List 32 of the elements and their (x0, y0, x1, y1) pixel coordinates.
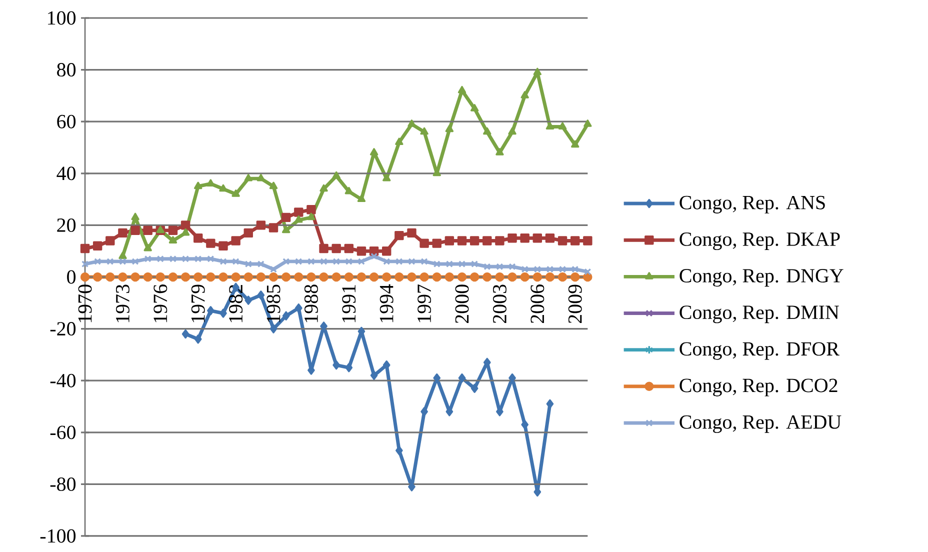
y-tick-label: -60 (50, 426, 76, 440)
legend-label: Congo, Rep. AEDU (680, 415, 842, 433)
y-tick-label: 100 (48, 11, 76, 25)
y-tick-label: 60 (57, 114, 76, 128)
x-tick-label: 1988 (304, 284, 318, 322)
x-tick-label: 2003 (492, 284, 506, 324)
x-tick-label: 2009 (568, 284, 582, 324)
legend-label: Congo, Rep. DCO2 (680, 378, 838, 396)
y-tick-label: -20 (50, 322, 76, 336)
x-tick-label: 1982 (229, 285, 243, 322)
x-tick-label: 1973 (116, 284, 130, 322)
y-tick-label: 40 (56, 166, 76, 180)
y-tick-label: -80 (50, 477, 76, 491)
x-tick-label: 1997 (418, 284, 432, 322)
x-tick-label: 1976 (154, 284, 168, 322)
y-tick-label: -40 (50, 374, 76, 388)
y-tick-label: 0 (67, 270, 76, 284)
legend-label: Congo, Rep. ANS (680, 196, 825, 214)
y-tick-label: 80 (57, 63, 76, 77)
legend-label: Congo, Rep. DNGY (680, 269, 844, 287)
x-tick-label: 2006 (530, 284, 544, 324)
x-tick-label: 1979 (191, 284, 205, 322)
x-tick-label: 2000 (455, 284, 469, 324)
x-tick-label: 1985 (266, 284, 280, 322)
legend-label: Congo, Rep. DKAP (680, 232, 840, 250)
legend-label: Congo, Rep. DFOR (680, 342, 840, 360)
y-tick-label: 20 (57, 218, 76, 232)
x-tick-label: 1991 (342, 285, 356, 322)
x-tick-label: 1970 (78, 284, 92, 322)
x-tick-label: 1994 (380, 284, 394, 322)
legend-label: Congo, Rep. DMIN (680, 306, 839, 324)
y-tick-label: -100 (40, 529, 76, 543)
